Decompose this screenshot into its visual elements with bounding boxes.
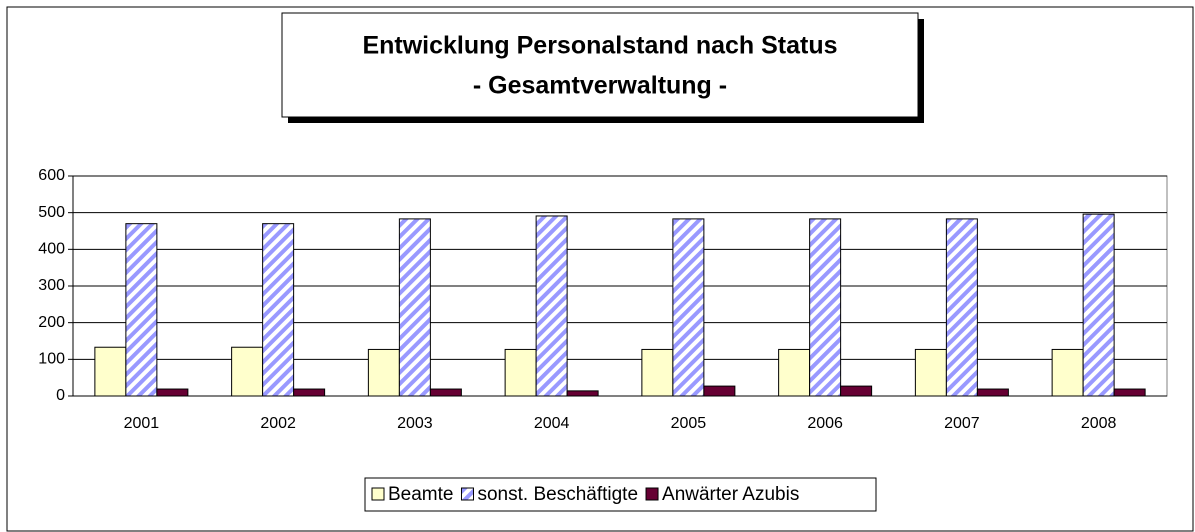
x-tick-label: 2001 bbox=[124, 415, 160, 432]
x-tick-label: 2007 bbox=[944, 415, 980, 432]
legend-label: sonst. Beschäftigte bbox=[477, 484, 638, 505]
bar bbox=[703, 385, 736, 397]
bar bbox=[94, 346, 127, 397]
bar bbox=[840, 385, 873, 397]
bar bbox=[125, 223, 158, 397]
y-tick-label: 200 bbox=[38, 314, 65, 331]
legend-label: Anwärter Azubis bbox=[662, 484, 799, 505]
bar bbox=[641, 348, 674, 397]
bar bbox=[1082, 213, 1115, 397]
bar bbox=[429, 388, 462, 397]
y-tick-label: 400 bbox=[38, 241, 65, 258]
legend-swatch bbox=[460, 487, 474, 501]
bar bbox=[778, 348, 811, 397]
y-tick-label: 500 bbox=[38, 204, 65, 221]
x-tick-label: 2003 bbox=[397, 415, 433, 432]
y-tick-label: 100 bbox=[38, 351, 65, 368]
bar bbox=[231, 346, 264, 397]
chart-subtitle: - Gesamtverwaltung - bbox=[473, 72, 727, 100]
x-tick-label: 2008 bbox=[1081, 415, 1117, 432]
bar bbox=[156, 388, 189, 397]
bar bbox=[1051, 348, 1084, 397]
title-box bbox=[281, 12, 919, 118]
bar bbox=[367, 348, 400, 397]
bar bbox=[914, 348, 947, 397]
y-tick-label: 300 bbox=[38, 277, 65, 294]
bar bbox=[672, 218, 705, 397]
bar bbox=[262, 223, 295, 397]
x-tick-label: 2004 bbox=[534, 415, 570, 432]
bar bbox=[976, 388, 1009, 397]
bar bbox=[504, 348, 537, 397]
x-tick-label: 2005 bbox=[671, 415, 707, 432]
bar bbox=[566, 390, 599, 397]
legend-box bbox=[364, 477, 877, 512]
x-tick-label: 2002 bbox=[260, 415, 296, 432]
bar bbox=[1113, 388, 1146, 397]
bar bbox=[398, 218, 431, 397]
legend-label: Beamte bbox=[388, 484, 453, 505]
legend-swatch bbox=[645, 487, 659, 501]
bar bbox=[535, 215, 568, 397]
y-tick-label: 0 bbox=[56, 387, 65, 404]
bar bbox=[945, 218, 978, 397]
bar bbox=[809, 218, 842, 397]
bar bbox=[293, 388, 326, 397]
chart-title: Entwicklung Personalstand nach Status bbox=[362, 32, 837, 60]
legend-swatch bbox=[371, 487, 385, 501]
x-tick-label: 2006 bbox=[807, 415, 843, 432]
y-tick-label: 600 bbox=[38, 167, 65, 184]
